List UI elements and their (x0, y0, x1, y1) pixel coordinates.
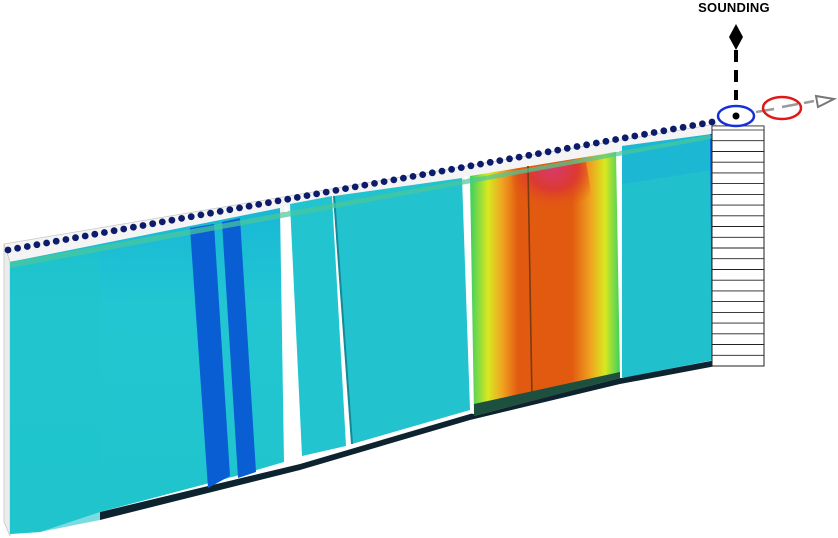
electrode-dot (409, 173, 417, 180)
electrode-dot (641, 130, 648, 138)
electrode-dot (554, 146, 562, 154)
electrode-dot (322, 188, 330, 196)
blue-stripe-1 (190, 224, 230, 488)
electrode-dot (130, 223, 137, 231)
electrode-dot (689, 122, 697, 129)
electrode-dot (621, 134, 629, 142)
electrode-dot (660, 127, 668, 135)
electrode-dot (525, 151, 533, 159)
electrode-row (4, 118, 716, 254)
electrode-dot (438, 167, 446, 175)
electrode-dot (332, 187, 340, 194)
electrode-dot (679, 123, 687, 131)
electrode-dot (477, 160, 484, 168)
electrode-dot (467, 162, 475, 170)
electrode-dot (313, 190, 320, 198)
electrode-dot (670, 125, 677, 133)
electrode-dot (515, 153, 523, 161)
electrode-dot (81, 232, 89, 240)
electrode-dot (91, 230, 99, 238)
cyan-panel-3 (622, 133, 716, 378)
electrode-dot (351, 183, 359, 191)
electrode-dot (158, 218, 166, 226)
electrode-dot (139, 222, 147, 229)
electrode-dot (592, 139, 600, 147)
electrode-dot (226, 206, 234, 214)
electrode-dot (342, 185, 349, 193)
electrode-dot (506, 155, 513, 163)
electrode-dot (708, 118, 716, 126)
electrode-dot (419, 171, 427, 179)
electrode-dot (52, 237, 60, 245)
electrode-dot (699, 120, 706, 128)
electrode-dot (4, 246, 12, 254)
electrode-dot (361, 181, 369, 189)
electrode-dot (544, 148, 552, 156)
electrode-dot (428, 169, 436, 177)
red-ellipse (761, 95, 803, 121)
sounding-column (711, 125, 765, 367)
electrode-dot (457, 164, 465, 172)
electrode-dot (101, 229, 108, 236)
electrode-dot (178, 215, 186, 222)
electrode-dot (602, 137, 610, 145)
electrode-dot (371, 180, 378, 187)
electrode-dot (631, 132, 639, 140)
electrode-dot (110, 227, 118, 235)
electrode-dot (255, 201, 263, 208)
electrode-dot (448, 165, 455, 173)
cyan-panel-2 (290, 178, 470, 456)
electrode-dot (62, 236, 70, 243)
electrode-dot (400, 174, 407, 182)
direction-arrow (755, 94, 838, 114)
sounding-marker (729, 24, 743, 100)
electrode-dot (120, 225, 128, 233)
blue-ellipse (716, 104, 756, 128)
electrode-dot (265, 199, 272, 207)
electrode-dot (197, 211, 205, 219)
electrode-dot (496, 157, 504, 165)
electrode-dot (486, 158, 494, 166)
gap-line-1 (284, 205, 298, 463)
electrode-dot (284, 195, 292, 203)
electrode-dot (380, 178, 388, 186)
electrode-dot (535, 150, 542, 158)
electrode-dot (14, 244, 21, 252)
electrode-dot (149, 220, 157, 228)
anomaly-zone (470, 152, 620, 416)
electrode-dot (573, 143, 581, 150)
gap-line-2 (464, 175, 476, 415)
electrode-dot (168, 216, 176, 224)
electrode-dot (72, 234, 79, 242)
blue-stripe-2 (222, 218, 256, 478)
electrode-dot (207, 209, 214, 217)
electrode-dot (43, 239, 50, 247)
electrode-dot (563, 144, 571, 152)
electrode-dot (33, 241, 41, 249)
electrode-dot (390, 176, 398, 184)
gap-line-3 (616, 149, 624, 379)
electrode-dot (612, 136, 619, 143)
electrode-dot (650, 129, 658, 136)
electrode-dot (23, 243, 31, 250)
electrode-dot (236, 204, 243, 212)
diamond-icon (729, 24, 743, 50)
triangle-arrow-icon (814, 94, 838, 109)
electrode-dot (274, 197, 282, 205)
electrode-dot (187, 213, 195, 221)
electrode-dot (293, 194, 301, 201)
electrode-dot (583, 141, 590, 149)
section-bottom-shadow (100, 360, 716, 520)
electrode-dot (245, 202, 253, 210)
sounding-label: SOUNDING (698, 0, 770, 15)
surface-strip (10, 134, 716, 268)
electrode-dot (216, 208, 224, 215)
electrode-dot (303, 192, 311, 200)
